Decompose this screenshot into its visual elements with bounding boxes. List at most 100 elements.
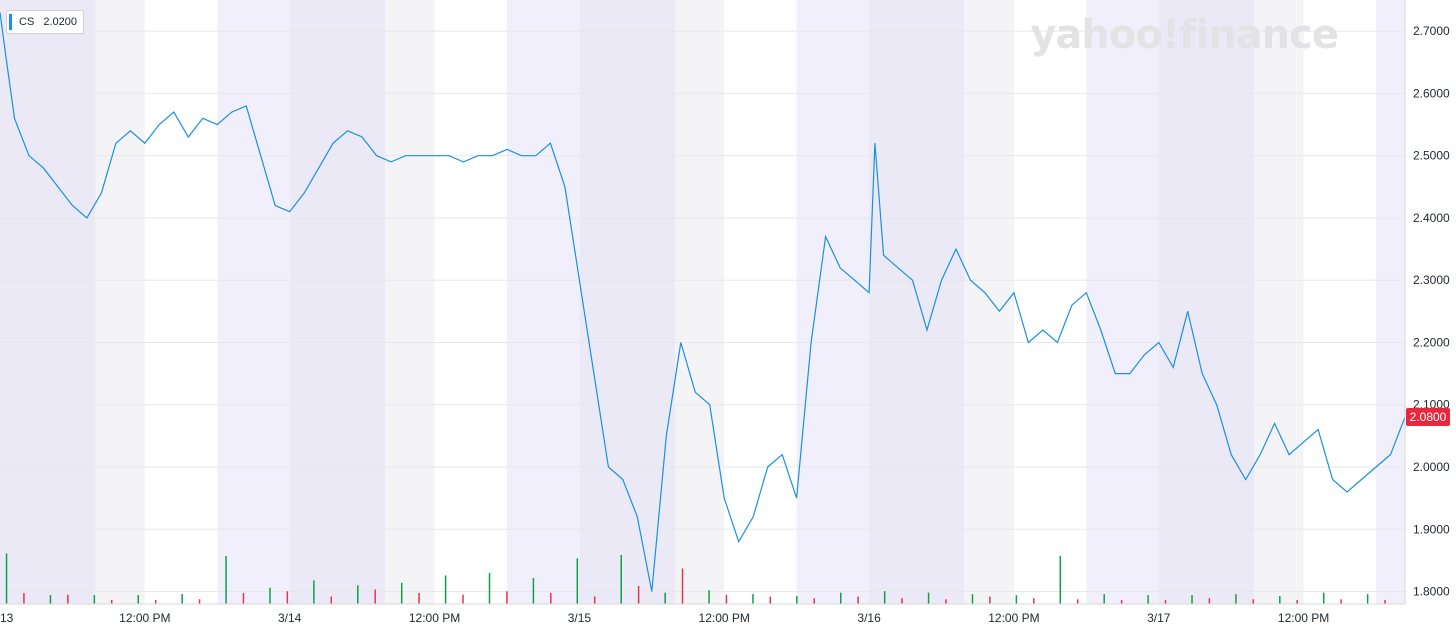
volume-bar-up — [1235, 594, 1237, 604]
volume-bar-up — [1279, 596, 1281, 604]
volume-bar-up — [1191, 595, 1193, 604]
session-band — [1376, 0, 1405, 604]
y-tick-label: 1.9000 — [1413, 522, 1450, 536]
x-axis: 13 12:00 PM 3/14 12:00 PM 3/15 12:00 PM 3/16 12… — [0, 611, 1329, 625]
volume-bar-up — [444, 575, 447, 604]
session-band — [0, 0, 96, 604]
volume-bar-up — [840, 592, 842, 604]
y-tick-label: 2.6000 — [1413, 86, 1450, 100]
volume-bar-up — [313, 580, 315, 604]
volume-bar-down — [945, 599, 947, 604]
volume-bar-down — [637, 586, 640, 604]
volume-bar-up — [620, 554, 622, 604]
volume-bar-up — [1366, 594, 1369, 604]
volume-bar-down — [901, 598, 903, 604]
volume-bar-down — [1340, 599, 1342, 604]
x-tick-label: 12:00 PM — [988, 611, 1039, 625]
volume-bar-down — [1076, 599, 1079, 604]
volume-bar-up — [576, 558, 579, 604]
volume-bar-up — [269, 587, 271, 604]
volume-bar-down — [593, 596, 596, 604]
session-bands — [0, 0, 1405, 604]
session-band — [506, 0, 580, 604]
gridlines — [0, 30, 1405, 593]
symbol-legend[interactable]: CS 2.0200 — [6, 10, 84, 34]
y-tick-label: 2.2000 — [1413, 335, 1450, 349]
x-tick-label: 12:00 PM — [409, 611, 460, 625]
volume-bar-up — [357, 585, 359, 604]
session-band — [385, 0, 435, 604]
volume-bar-down — [1384, 600, 1386, 604]
volume-bar-down — [506, 591, 508, 604]
yahoo-finance-watermark: yahoo!finance — [1030, 12, 1339, 58]
volume-bar-down — [418, 593, 420, 604]
volume-bar-up — [664, 592, 666, 604]
session-band — [289, 0, 386, 604]
volume-bar-up — [181, 594, 183, 604]
session-band — [1086, 0, 1159, 604]
volume-bar-down — [1296, 600, 1298, 604]
volume-bar-up — [488, 573, 491, 604]
volume-bar-up — [971, 594, 974, 604]
last-price-tag: 2.0800 — [1406, 408, 1450, 427]
y-tick-label: 2.0000 — [1413, 460, 1450, 474]
y-tick-label: 1.8000 — [1413, 585, 1450, 599]
volume-bar-down — [1120, 600, 1123, 604]
x-tick-label: 12:00 PM — [119, 611, 170, 625]
volume-bar-down — [198, 599, 201, 604]
session-band — [579, 0, 675, 604]
volume-bar-up — [49, 595, 52, 604]
volume-bars — [5, 553, 1386, 604]
volume-bar-up — [1147, 595, 1149, 604]
y-tick-label: 2.4000 — [1413, 211, 1450, 225]
volume-bar-up — [883, 591, 886, 604]
volume-bar-up — [225, 555, 227, 604]
session-band — [217, 0, 290, 604]
volume-bar-down — [23, 593, 25, 604]
volume-bar-down — [462, 594, 464, 604]
session-band — [1158, 0, 1255, 604]
volume-bar-down — [330, 596, 333, 604]
price-line — [0, 12, 1406, 592]
volume-bar-up — [1103, 594, 1105, 604]
volume-bar-down — [1252, 599, 1255, 604]
volume-bar-up — [1059, 555, 1062, 604]
volume-bar-down — [154, 600, 157, 604]
x-tick-label: 3/14 — [278, 611, 302, 625]
legend-color-swatch — [9, 14, 12, 30]
volume-bar-up — [708, 590, 710, 604]
x-tick-label: 13 — [0, 611, 14, 625]
session-band — [1254, 0, 1304, 604]
volume-bar-up — [532, 577, 535, 604]
y-tick-label: 2.7000 — [1413, 24, 1450, 38]
session-band — [674, 0, 725, 604]
volume-bar-up — [137, 595, 140, 604]
price-series — [0, 12, 1406, 592]
volume-bar-up — [1322, 592, 1325, 604]
volume-bar-down — [813, 598, 815, 604]
volume-bar-up — [1015, 595, 1018, 604]
volume-bar-down — [857, 596, 859, 604]
session-band — [796, 0, 870, 604]
x-tick-label: 12:00 PM — [1278, 611, 1329, 625]
volume-bar-up — [927, 592, 930, 604]
volume-bar-down — [242, 593, 245, 604]
x-tick-label: 12:00 PM — [699, 611, 750, 625]
legend-symbol: CS — [19, 16, 35, 28]
volume-bar-down — [725, 594, 728, 604]
volume-bar-down — [67, 594, 69, 604]
volume-bar-down — [550, 593, 552, 604]
y-tick-label: 2.5000 — [1413, 149, 1450, 163]
volume-bar-down — [769, 596, 772, 604]
x-tick-label: 3/17 — [1147, 611, 1171, 625]
volume-bar-down — [286, 591, 289, 604]
y-tick-label: 2.3000 — [1413, 273, 1450, 287]
volume-bar-down — [1033, 598, 1035, 604]
volume-bar-down — [374, 589, 376, 604]
session-band — [95, 0, 145, 604]
x-tick-label: 3/15 — [568, 611, 592, 625]
legend-value: 2.0200 — [43, 16, 77, 28]
volume-bar-down — [681, 568, 684, 604]
volume-bar-up — [796, 596, 798, 604]
